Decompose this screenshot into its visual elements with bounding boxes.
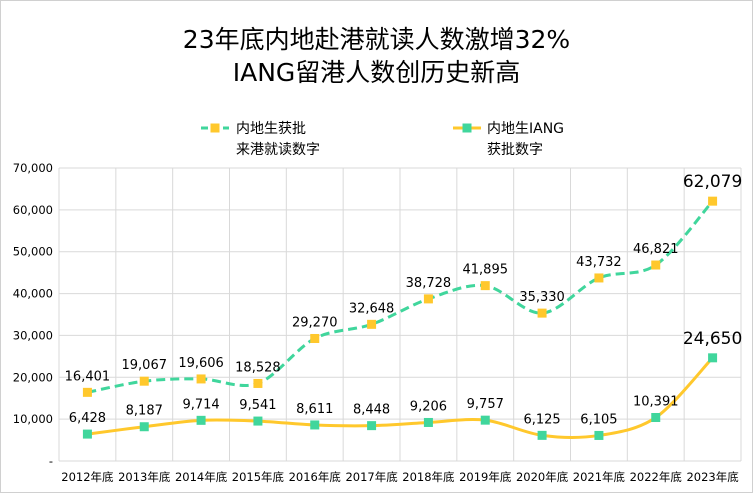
x-tick-label: 2019年底 bbox=[459, 470, 512, 484]
data-point-marker bbox=[708, 196, 718, 206]
legend-label: 来港就读数字 bbox=[236, 142, 320, 158]
data-label: 46,821 bbox=[633, 242, 679, 257]
x-tick-label: 2014年底 bbox=[175, 470, 228, 484]
data-point-marker bbox=[537, 430, 547, 440]
y-tick-label: 50,000 bbox=[13, 245, 53, 259]
x-tick-label: 2015年底 bbox=[232, 470, 285, 484]
data-label: 6,428 bbox=[69, 411, 106, 426]
data-point-marker bbox=[708, 353, 718, 363]
data-label: 43,732 bbox=[576, 255, 622, 270]
x-tick-label: 2017年底 bbox=[345, 470, 398, 484]
data-point-marker bbox=[480, 415, 490, 425]
data-label: 18,528 bbox=[235, 360, 281, 375]
data-point-marker bbox=[196, 415, 206, 425]
data-label: 9,714 bbox=[182, 397, 219, 412]
data-point-marker bbox=[139, 376, 149, 386]
data-point-marker bbox=[537, 308, 547, 318]
x-tick-label: 2013年底 bbox=[118, 470, 171, 484]
data-point-marker bbox=[196, 374, 206, 384]
data-point-marker bbox=[310, 420, 320, 430]
data-point-marker bbox=[367, 421, 377, 431]
chart-title: 23年底内地赴港就读人数激增32% IANG留港人数创历史新高 bbox=[1, 23, 752, 89]
y-tick-label: 10,000 bbox=[13, 412, 53, 426]
legend-label: 获批数字 bbox=[487, 142, 543, 158]
data-point-marker bbox=[651, 413, 661, 423]
y-tick-label: 60,000 bbox=[13, 203, 53, 217]
data-point-marker bbox=[423, 294, 433, 304]
legend-item-series-2: 内地生IANG 获批数字 bbox=[487, 119, 564, 161]
x-tick-label: 2022年底 bbox=[630, 470, 683, 484]
legend-marker-swatch bbox=[210, 123, 220, 133]
data-point-marker bbox=[310, 333, 320, 343]
title-line-1: 23年底内地赴港就读人数激增32% bbox=[182, 25, 571, 54]
data-label: 62,079 bbox=[683, 172, 742, 192]
y-tick-label: - bbox=[49, 454, 53, 468]
data-label: 32,648 bbox=[349, 301, 395, 316]
x-tick-label: 2018年底 bbox=[402, 470, 455, 484]
data-label: 10,391 bbox=[633, 395, 679, 410]
data-label: 38,728 bbox=[406, 276, 452, 291]
data-point-marker bbox=[253, 378, 263, 388]
data-label: 16,401 bbox=[65, 369, 111, 384]
y-tick-label: 70,000 bbox=[13, 161, 53, 175]
data-point-marker bbox=[367, 319, 377, 329]
data-label: 6,105 bbox=[580, 412, 617, 427]
legend-item-series-1: 内地生获批 来港就读数字 bbox=[236, 119, 320, 161]
x-tick-label: 2023年底 bbox=[686, 470, 739, 484]
legend-label: 内地生IANG bbox=[487, 121, 565, 137]
data-label: 41,895 bbox=[463, 263, 509, 278]
legend-label: 内地生获批 bbox=[236, 121, 306, 137]
data-point-marker bbox=[82, 387, 92, 397]
data-point-marker bbox=[253, 416, 263, 426]
data-point-marker bbox=[594, 273, 604, 283]
data-point-marker bbox=[82, 429, 92, 439]
data-label: 35,330 bbox=[519, 290, 565, 305]
x-tick-label: 2021年底 bbox=[573, 470, 626, 484]
data-label: 19,606 bbox=[178, 356, 224, 371]
x-tick-label: 2016年底 bbox=[289, 470, 342, 484]
y-tick-label: 40,000 bbox=[13, 287, 53, 301]
data-label: 9,541 bbox=[239, 398, 276, 413]
data-label: 24,650 bbox=[683, 329, 742, 349]
data-label: 8,187 bbox=[126, 404, 163, 419]
legend-marker-swatch bbox=[462, 123, 472, 133]
y-tick-label: 30,000 bbox=[13, 328, 53, 342]
title-line-2: IANG留港人数创历史新高 bbox=[232, 58, 521, 87]
data-label: 19,067 bbox=[122, 358, 168, 373]
y-tick-label: 20,000 bbox=[13, 370, 53, 384]
data-label: 8,448 bbox=[353, 403, 390, 418]
data-point-marker bbox=[594, 430, 604, 440]
data-label: 29,270 bbox=[292, 315, 338, 330]
x-tick-label: 2012年底 bbox=[61, 470, 114, 484]
data-label: 9,206 bbox=[410, 399, 447, 414]
data-point-marker bbox=[480, 281, 490, 291]
data-label: 8,611 bbox=[296, 402, 333, 417]
x-tick-label: 2020年底 bbox=[516, 470, 569, 484]
data-point-marker bbox=[423, 417, 433, 427]
data-point-marker bbox=[651, 260, 661, 270]
data-point-marker bbox=[139, 422, 149, 432]
data-label: 9,757 bbox=[467, 397, 504, 412]
data-label: 6,125 bbox=[523, 412, 560, 427]
